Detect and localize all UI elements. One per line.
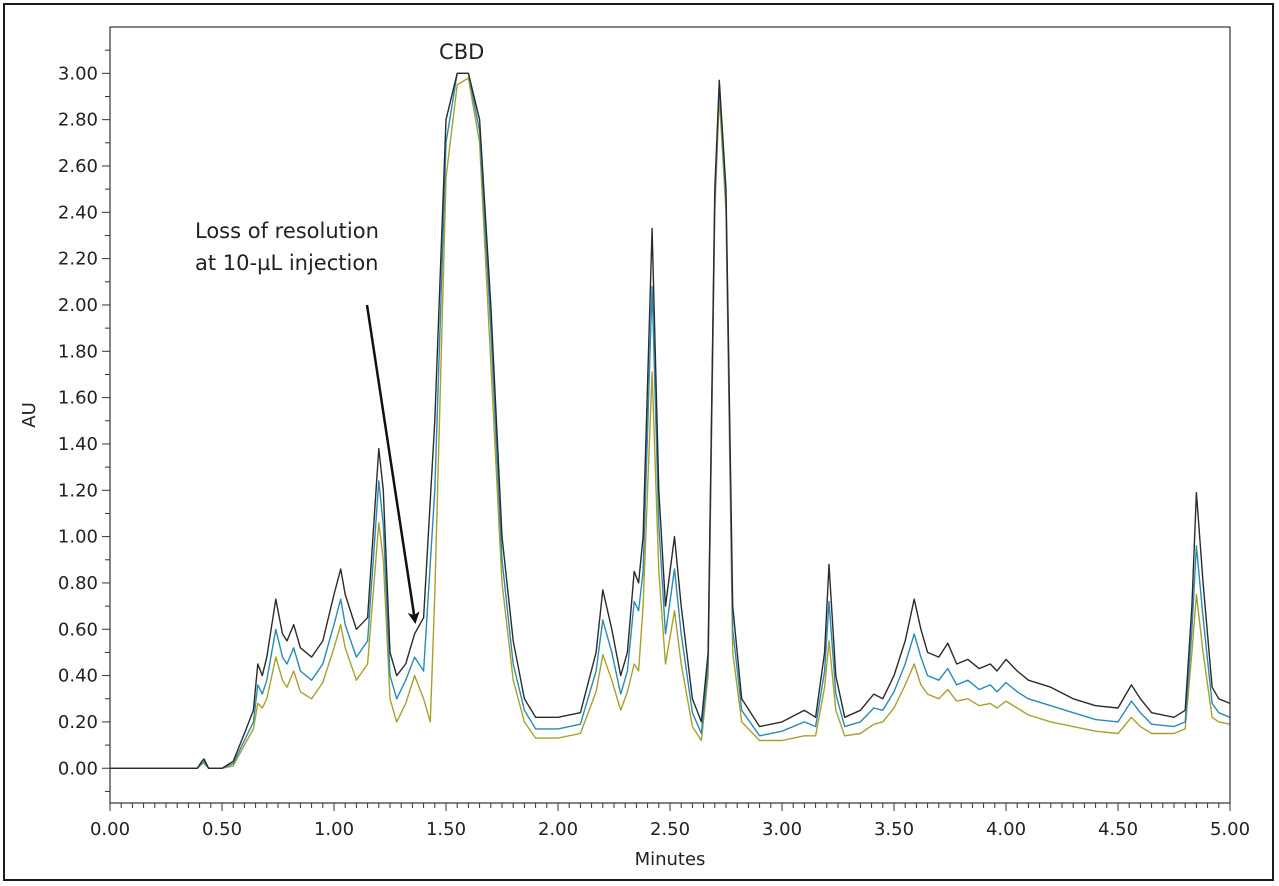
y-tick-label: 1.40 <box>58 434 98 455</box>
resolution-note-line: Loss of resolution <box>195 219 379 243</box>
x-tick-label: 5.00 <box>1210 819 1250 840</box>
y-tick-label: 0.60 <box>58 619 98 640</box>
plot-area-border <box>109 26 1231 804</box>
resolution-note-line: at 10-µL injection <box>195 251 378 275</box>
y-axis-label: AU <box>19 402 40 428</box>
series-line-0 <box>110 72 1231 769</box>
chromatogram-chart: 0.00 0.20 0.40 0.60 0.80 1.00 1.20 1.40 1.60 1.80… <box>19 26 1250 870</box>
y-tick-label: 3.00 <box>58 63 98 84</box>
y-tick-label: 1.60 <box>58 388 98 409</box>
x-tick-label: 3.50 <box>874 819 914 840</box>
x-tick-label: 2.50 <box>650 819 690 840</box>
x-tick-label: 4.50 <box>1098 819 1138 840</box>
x-axis-label: Minutes <box>635 849 706 870</box>
y-tick-label: 2.80 <box>58 110 98 131</box>
annotations-layer: CBD Loss of resolution at 10-µL injection <box>195 40 484 624</box>
y-tick-label: 2.40 <box>58 202 98 223</box>
y-tick-label: 2.20 <box>58 249 98 270</box>
x-tick-label: 3.00 <box>762 819 802 840</box>
y-tick-label: 1.00 <box>58 527 98 548</box>
x-tick-label: 0.50 <box>202 819 242 840</box>
y-tick-label: 1.80 <box>58 341 98 362</box>
x-tick-label: 1.00 <box>314 819 354 840</box>
series-line-2 <box>110 77 1231 769</box>
x-tick-label: 2.00 <box>538 819 578 840</box>
y-tick-label: 0.80 <box>58 573 98 594</box>
annotation-arrow <box>365 304 420 624</box>
y-tick-label: 0.00 <box>58 758 98 779</box>
y-tick-label: 2.60 <box>58 156 98 177</box>
y-tick-label: 1.20 <box>58 480 98 501</box>
x-tick-label: 1.50 <box>426 819 466 840</box>
y-tick-label: 0.40 <box>58 666 98 687</box>
x-tick-label: 0.00 <box>90 819 130 840</box>
axes-layer: 0.00 0.20 0.40 0.60 0.80 1.00 1.20 1.40 1.60 1.80… <box>19 26 1250 870</box>
cbd-peak-label: CBD <box>439 40 484 64</box>
series-line-1 <box>110 72 1231 769</box>
y-tick-label: 0.20 <box>58 712 98 733</box>
chart-frame: 0.00 0.20 0.40 0.60 0.80 1.00 1.20 1.40 1.60 1.80… <box>3 3 1274 881</box>
x-tick-label: 4.00 <box>986 819 1026 840</box>
y-tick-label: 2.00 <box>58 295 98 316</box>
series-layer <box>110 72 1231 769</box>
